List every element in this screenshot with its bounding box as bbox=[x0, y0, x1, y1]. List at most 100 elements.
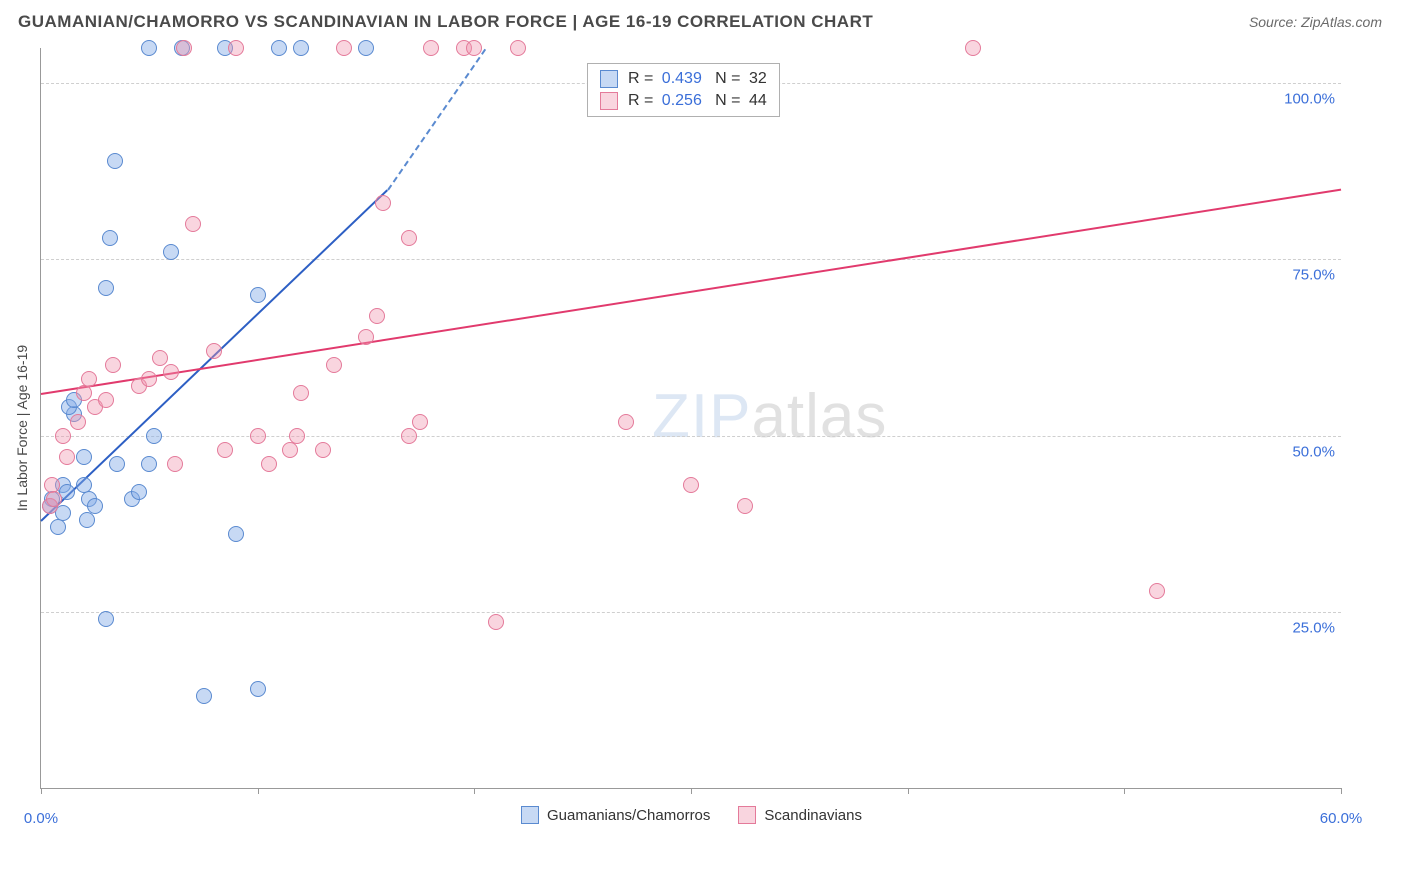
data-point bbox=[315, 442, 331, 458]
x-tick bbox=[474, 788, 475, 794]
trend-line bbox=[41, 189, 1341, 395]
data-point bbox=[98, 611, 114, 627]
data-point bbox=[206, 343, 222, 359]
data-point bbox=[50, 519, 66, 535]
x-tick bbox=[258, 788, 259, 794]
data-point bbox=[55, 428, 71, 444]
data-point bbox=[141, 40, 157, 56]
data-point bbox=[369, 308, 385, 324]
data-point bbox=[228, 526, 244, 542]
x-tick bbox=[1124, 788, 1125, 794]
x-tick-label: 0.0% bbox=[24, 810, 58, 827]
data-point bbox=[412, 414, 428, 430]
chart-title: GUAMANIAN/CHAMORRO VS SCANDINAVIAN IN LA… bbox=[18, 12, 873, 32]
data-point bbox=[228, 40, 244, 56]
data-point bbox=[163, 244, 179, 260]
watermark-atlas: atlas bbox=[751, 382, 887, 451]
stats-legend-row: R = 0.439 N = 32 bbox=[600, 68, 767, 90]
data-point bbox=[282, 442, 298, 458]
series-legend-label: Scandinavians bbox=[764, 807, 862, 824]
y-tick-label: 25.0% bbox=[1292, 619, 1335, 636]
data-point bbox=[1149, 583, 1165, 599]
data-point bbox=[250, 287, 266, 303]
data-point bbox=[152, 350, 168, 366]
y-tick-label: 100.0% bbox=[1284, 91, 1335, 108]
data-point bbox=[102, 230, 118, 246]
plot-container: In Labor Force | Age 16-19 ZIPatlas 25.0… bbox=[40, 48, 1380, 808]
x-tick bbox=[1341, 788, 1342, 794]
data-point bbox=[336, 40, 352, 56]
data-point bbox=[107, 153, 123, 169]
data-point bbox=[217, 442, 233, 458]
gridline bbox=[41, 436, 1341, 437]
data-point bbox=[59, 449, 75, 465]
data-point bbox=[326, 357, 342, 373]
x-tick bbox=[908, 788, 909, 794]
data-point bbox=[185, 216, 201, 232]
data-point bbox=[141, 456, 157, 472]
data-point bbox=[105, 357, 121, 373]
data-point bbox=[146, 428, 162, 444]
data-point bbox=[46, 491, 62, 507]
plot-area: ZIPatlas 25.0%50.0%75.0%100.0%0.0%60.0%R… bbox=[40, 48, 1341, 789]
data-point bbox=[271, 40, 287, 56]
legend-stat-text: R = 0.256 N = 44 bbox=[628, 92, 767, 110]
legend-stat-text: R = 0.439 N = 32 bbox=[628, 70, 767, 88]
x-tick bbox=[691, 788, 692, 794]
x-tick bbox=[41, 788, 42, 794]
data-point bbox=[76, 385, 92, 401]
data-point bbox=[109, 456, 125, 472]
series-legend-item: Scandinavians bbox=[738, 806, 862, 824]
watermark: ZIPatlas bbox=[652, 381, 887, 452]
stats-legend-row: R = 0.256 N = 44 bbox=[600, 90, 767, 112]
y-tick-label: 50.0% bbox=[1292, 443, 1335, 460]
data-point bbox=[87, 498, 103, 514]
series-legend-item: Guamanians/Chamorros bbox=[521, 806, 710, 824]
y-tick-label: 75.0% bbox=[1292, 267, 1335, 284]
data-point bbox=[488, 614, 504, 630]
data-point bbox=[737, 498, 753, 514]
data-point bbox=[293, 40, 309, 56]
data-point bbox=[131, 484, 147, 500]
data-point bbox=[375, 195, 391, 211]
data-point bbox=[250, 428, 266, 444]
gridline bbox=[41, 259, 1341, 260]
data-point bbox=[289, 428, 305, 444]
data-point bbox=[358, 40, 374, 56]
data-point bbox=[141, 371, 157, 387]
data-point bbox=[81, 371, 97, 387]
x-tick-label: 60.0% bbox=[1320, 810, 1363, 827]
legend-swatch bbox=[738, 806, 756, 824]
gridline bbox=[41, 612, 1341, 613]
data-point bbox=[466, 40, 482, 56]
data-point bbox=[250, 681, 266, 697]
legend-swatch bbox=[600, 92, 618, 110]
legend-swatch bbox=[521, 806, 539, 824]
series-legend: Guamanians/Chamorros Scandinavians bbox=[521, 806, 862, 824]
trend-line-dashed bbox=[387, 48, 486, 190]
data-point bbox=[98, 392, 114, 408]
data-point bbox=[167, 456, 183, 472]
watermark-zip: ZIP bbox=[652, 382, 751, 451]
data-point bbox=[965, 40, 981, 56]
stats-legend: R = 0.439 N = 32 R = 0.256 N = 44 bbox=[587, 63, 780, 117]
data-point bbox=[293, 385, 309, 401]
data-point bbox=[358, 329, 374, 345]
data-point bbox=[423, 40, 439, 56]
data-point bbox=[70, 414, 86, 430]
data-point bbox=[618, 414, 634, 430]
data-point bbox=[401, 428, 417, 444]
data-point bbox=[176, 40, 192, 56]
legend-swatch bbox=[600, 70, 618, 88]
data-point bbox=[401, 230, 417, 246]
data-point bbox=[510, 40, 526, 56]
data-point bbox=[683, 477, 699, 493]
data-point bbox=[98, 280, 114, 296]
series-legend-label: Guamanians/Chamorros bbox=[547, 807, 710, 824]
data-point bbox=[79, 512, 95, 528]
data-point bbox=[261, 456, 277, 472]
source-label: Source: ZipAtlas.com bbox=[1249, 14, 1382, 30]
data-point bbox=[163, 364, 179, 380]
data-point bbox=[196, 688, 212, 704]
y-axis-label: In Labor Force | Age 16-19 bbox=[14, 345, 30, 511]
